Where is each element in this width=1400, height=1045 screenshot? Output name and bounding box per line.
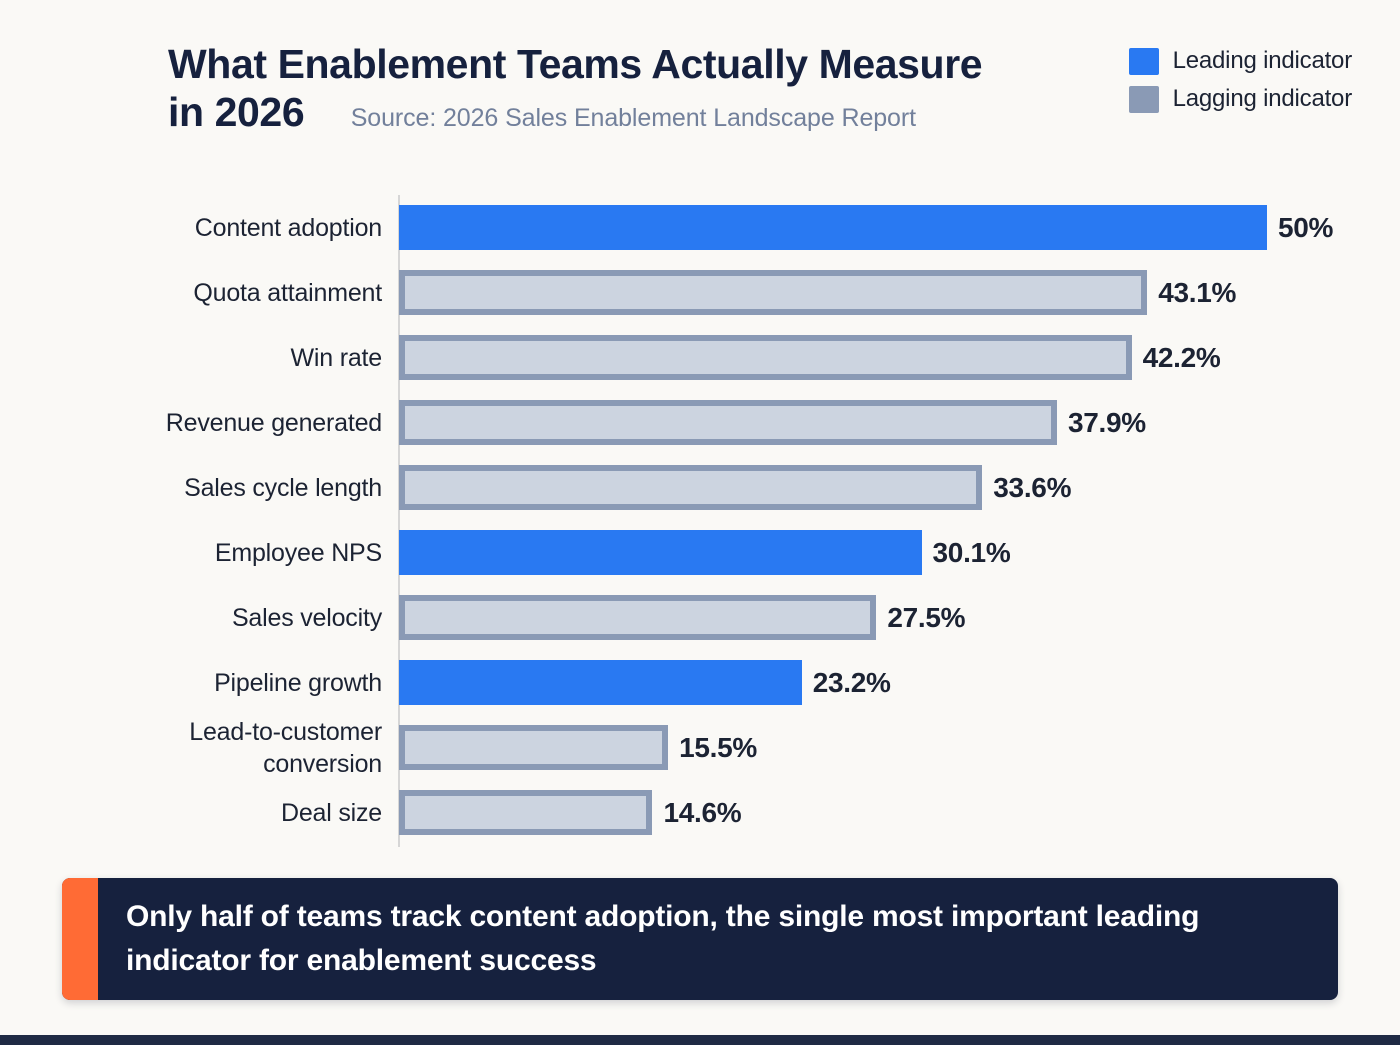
page-title-line-2: in 2026 (168, 89, 305, 136)
bar-track: 50% (399, 205, 1333, 250)
title-block: What Enablement Teams Actually Measure i… (168, 40, 1098, 136)
bar-row: Content adoption 50% (0, 195, 1400, 260)
chart-header: What Enablement Teams Actually Measure i… (0, 0, 1400, 160)
footer-strip (0, 1035, 1400, 1045)
bar-value-label: 43.1% (1158, 276, 1237, 308)
bar-track: 27.5% (399, 595, 966, 640)
category-label: Sales cycle length (184, 473, 382, 502)
category-label-line: conversion (263, 749, 382, 778)
bar-lagging[interactable] (399, 790, 653, 835)
bar-lagging[interactable] (399, 595, 877, 640)
bar-row: Sales cycle length 33.6% (0, 455, 1400, 520)
category-label-line: Lead-to-customer (189, 717, 382, 746)
bar-value-label: 33.6% (993, 471, 1072, 503)
legend-swatch-leading-icon (1128, 47, 1159, 75)
callout-accent-bar (62, 878, 98, 1000)
bar-track: 30.1% (399, 530, 1011, 575)
category-label: Pipeline growth (214, 668, 382, 697)
bar-track: 33.6% (399, 465, 1071, 510)
bar-row: Quota attainment 43.1% (0, 260, 1400, 325)
chart-plot-area: Content adoption 50% Quota attainment 43.1%… (0, 190, 1400, 850)
bar-row: Win rate 42.2% (0, 325, 1400, 390)
legend-item-lagging[interactable]: Lagging indicator (1128, 85, 1353, 113)
y-axis-line (398, 195, 400, 847)
bar-lagging[interactable] (399, 335, 1132, 380)
bar-value-label: 27.5% (887, 601, 966, 633)
bar-value-label: 15.5% (679, 731, 757, 763)
bar-row: Pipeline growth 23.2% (0, 650, 1400, 715)
category-label: Content adoption (194, 213, 382, 242)
bar-track: 42.2% (399, 335, 1221, 380)
category-label: Sales velocity (231, 603, 382, 632)
category-label: Quota attainment (193, 278, 382, 307)
callout-text: Only half of teams track content adoptio… (126, 900, 1200, 977)
bar-value-label: 37.9% (1067, 406, 1146, 438)
bar-track: 37.9% (399, 400, 1146, 445)
bar-row: Revenue generated 37.9% (0, 390, 1400, 455)
category-label: Lead-to-customer conversion (0, 716, 382, 780)
bar-row: Employee NPS 30.1% (0, 520, 1400, 585)
chart-legend: Leading indicator Lagging indicator (1128, 47, 1353, 113)
legend-item-leading[interactable]: Leading indicator (1128, 47, 1353, 75)
bar-row: Sales velocity 27.5% (0, 585, 1400, 650)
bar-track: 14.6% (399, 790, 742, 835)
category-label: Deal size (280, 798, 382, 827)
bar-leading[interactable] (399, 530, 922, 575)
insight-callout: Only half of teams track content adoptio… (62, 878, 1338, 1000)
page-title-line-1: What Enablement Teams Actually Measure (168, 41, 983, 87)
bar-track: 43.1% (399, 270, 1236, 315)
bar-lagging[interactable] (399, 465, 983, 510)
bar-track: 23.2% (399, 660, 891, 705)
title-line-2-row: in 2026 Source: 2026 Sales Enablement La… (168, 89, 1098, 136)
bar-value-label: 23.2% (812, 666, 891, 698)
category-label: Win rate (290, 343, 383, 372)
bar-lagging[interactable] (399, 725, 669, 770)
bar-leading[interactable] (399, 205, 1267, 250)
bar-row: Deal size 14.6% (0, 780, 1400, 845)
legend-swatch-lagging-icon (1128, 85, 1159, 113)
bar-value-label: 30.1% (932, 536, 1011, 568)
bar-rows-container: Content adoption 50% Quota attainment 43.1%… (0, 195, 1400, 845)
chart-source-label: Source: 2026 Sales Enablement Landscape … (350, 104, 916, 133)
bar-lagging[interactable] (399, 270, 1148, 315)
legend-label-leading: Leading indicator (1172, 47, 1353, 74)
legend-label-lagging: Lagging indicator (1172, 85, 1353, 112)
bar-row: Lead-to-customer conversion 15.5% (0, 715, 1400, 780)
bar-value-label: 50% (1278, 211, 1334, 243)
bar-value-label: 14.6% (663, 796, 742, 828)
bar-lagging[interactable] (399, 400, 1057, 445)
category-label: Employee NPS (214, 538, 382, 567)
bar-track: 15.5% (399, 725, 757, 770)
bar-value-label: 42.2% (1142, 341, 1221, 373)
category-label: Revenue generated (165, 408, 382, 437)
bar-leading[interactable] (399, 660, 802, 705)
